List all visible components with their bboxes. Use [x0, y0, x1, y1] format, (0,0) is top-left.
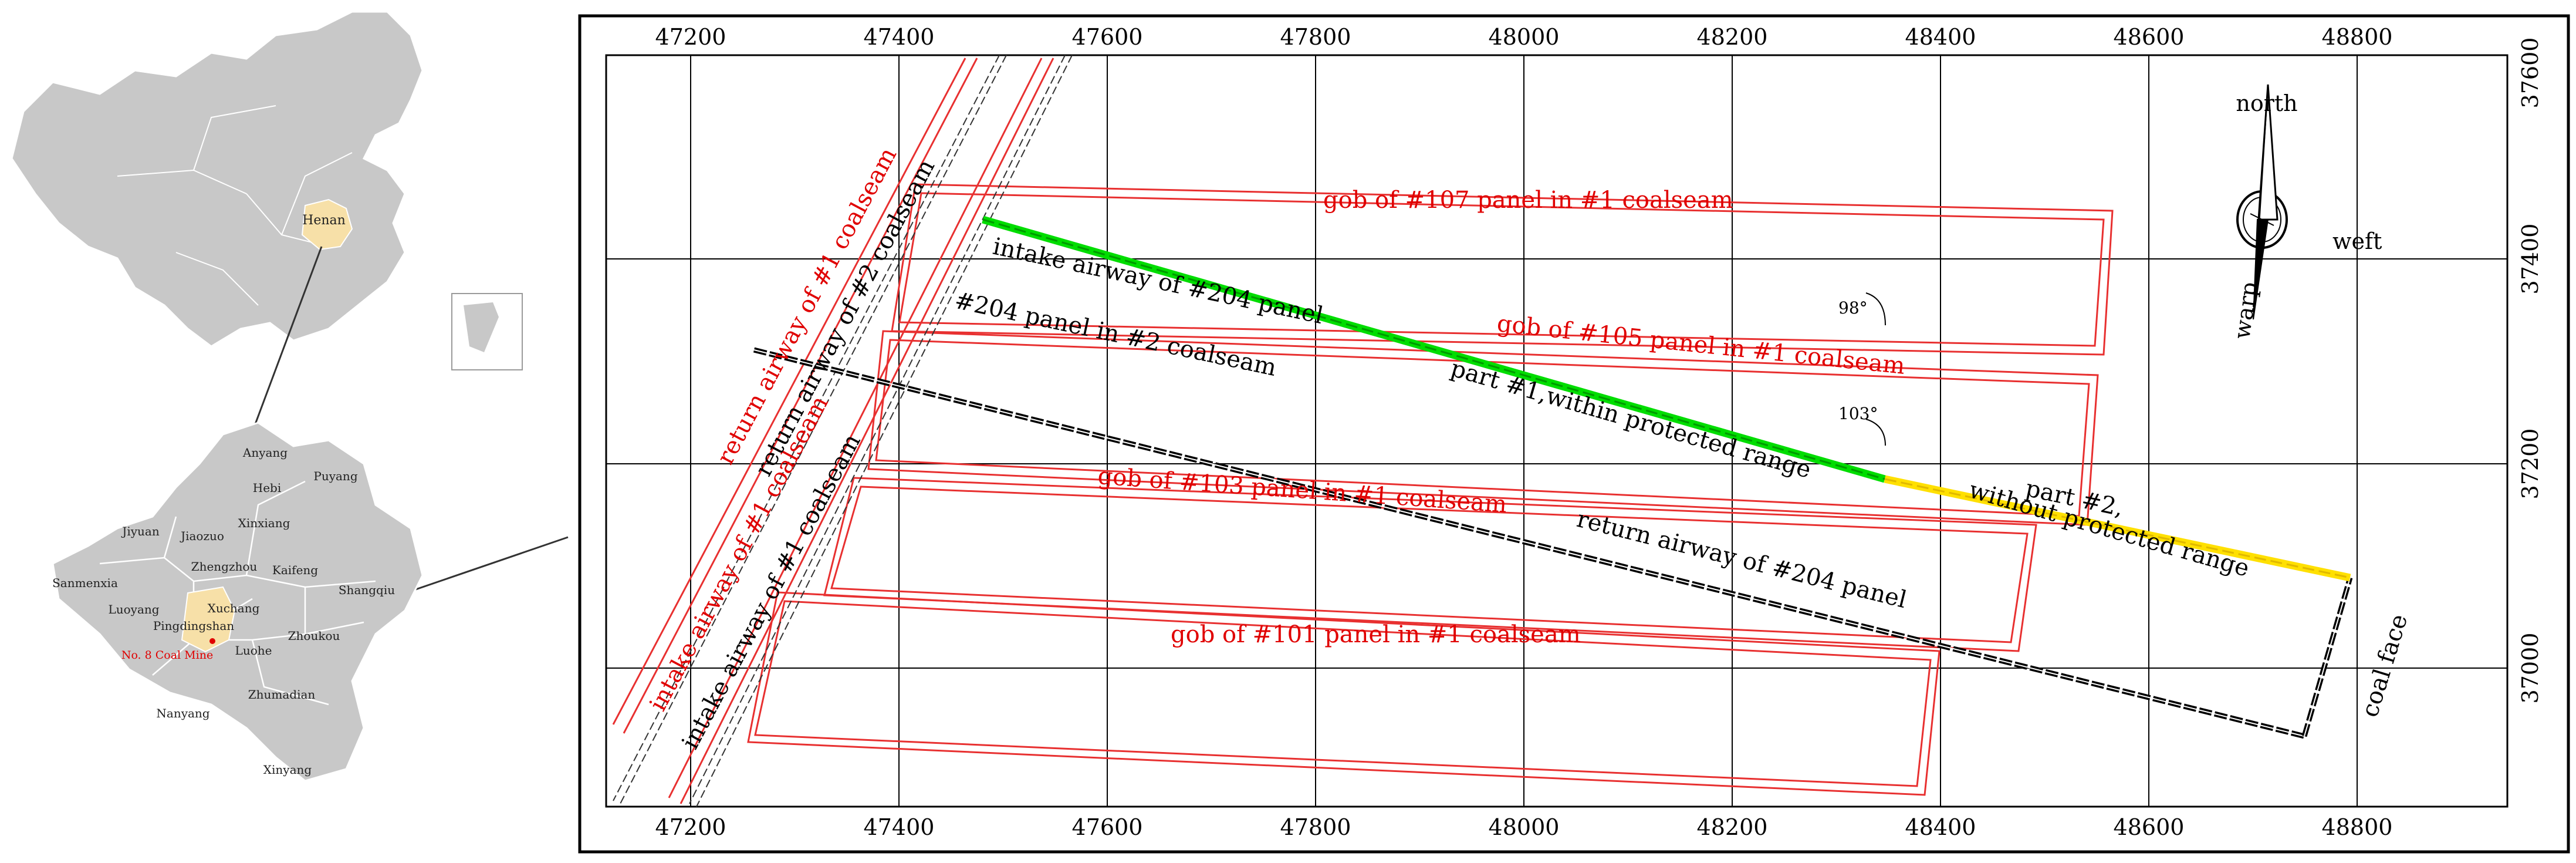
- city-label: Jiaozuo: [180, 529, 224, 543]
- country-map: Henan: [11, 11, 523, 370]
- x-tick-label: 48800: [2322, 814, 2393, 840]
- y-tick-label: 37400: [2517, 224, 2543, 295]
- city-label: Pingdingshan: [153, 619, 234, 633]
- city-label: Zhengzhou: [191, 559, 258, 574]
- city-label: Xinyang: [263, 763, 312, 777]
- intake-protected-segment-dash: [982, 218, 1885, 480]
- angle-arc-98: [1865, 292, 1886, 326]
- compass-north-label: north: [2236, 90, 2297, 116]
- mine-label: No. 8 Coal Mine: [121, 649, 213, 662]
- compass-axis: [2250, 213, 2274, 226]
- x-tick-label: 48600: [2114, 814, 2185, 840]
- angle-marks: [1865, 292, 1886, 446]
- city-label: Anyang: [242, 446, 288, 460]
- x-tick-label: 47400: [864, 24, 935, 50]
- city-label: Kaifeng: [272, 563, 318, 577]
- x-tick-label: 47800: [1280, 24, 1351, 50]
- mine-location-marker: [209, 638, 215, 644]
- gob-105-inner: [875, 339, 2090, 517]
- gob-panels: [612, 58, 2114, 804]
- city-label: Xuchang: [208, 601, 260, 615]
- plot-area: [605, 54, 2509, 808]
- x-tick-label: 47400: [864, 814, 935, 840]
- return-airway-204-inner: [753, 349, 2305, 737]
- grid: [606, 55, 2507, 807]
- y-tick-label: 37600: [2517, 38, 2543, 109]
- gob-101-inner: [754, 600, 1932, 787]
- x-ticks-top: 47200 47400 47600 47800 48000 48200 4840…: [655, 24, 2393, 50]
- dashed-airways: [613, 55, 1073, 807]
- gob-101-label: gob of #101 panel in #1 coalseam: [1171, 621, 1581, 648]
- mine-plan-map: 47200 47400 47600 47800 48000 48200 4840…: [578, 14, 2570, 854]
- henan-label: Henan: [302, 213, 346, 228]
- dashed-airway-line: [689, 55, 1066, 804]
- gob-103-inner: [830, 486, 2029, 643]
- city-label: Luohe: [235, 643, 272, 658]
- airway-corridor-line: [668, 58, 1043, 798]
- city-label: Luoyang: [108, 602, 159, 616]
- angle-arc-103: [1865, 419, 1886, 446]
- city-label: Sanmenxia: [52, 576, 118, 590]
- x-tick-label: 48200: [1697, 24, 1768, 50]
- pingdingshan-region: [181, 586, 236, 653]
- location-map-panel: Henan Anyang Hebi Puyang Jiyuan Jiaozuo …: [11, 11, 569, 782]
- airway-corridor-line: [623, 58, 978, 734]
- dashed-airway-line: [696, 55, 1073, 807]
- dashed-airway-line: [613, 55, 1000, 801]
- x-tick-label: 48800: [2322, 24, 2393, 50]
- country-outline: [11, 11, 424, 348]
- panel-204: [753, 215, 2353, 739]
- coal-face-line-inner: [2304, 577, 2351, 737]
- x-tick-label: 48400: [1905, 24, 1976, 50]
- x-tick-label: 47200: [655, 814, 726, 840]
- city-label: Xinxiang: [238, 516, 290, 530]
- x-tick-label: 47600: [1072, 24, 1143, 50]
- y-ticks-right: 37600 37400 37200 37000: [2517, 38, 2543, 704]
- y-tick-label: 37000: [2517, 633, 2543, 704]
- x-tick-label: 47800: [1280, 814, 1351, 840]
- x-tick-label: 47200: [655, 24, 726, 50]
- city-label: Puyang: [313, 469, 357, 483]
- x-tick-label: 48000: [1489, 814, 1560, 840]
- province-outline: [52, 422, 424, 782]
- x-ticks-bottom: 47200 47400 47600 47800 48000 48200 4840…: [655, 814, 2393, 840]
- x-tick-label: 48000: [1489, 24, 1560, 50]
- city-label: Nanyang: [156, 706, 209, 720]
- city-label: Zhumadian: [248, 687, 316, 702]
- gob-103-outline: [823, 477, 2037, 652]
- inset-island: [464, 302, 499, 352]
- x-tick-label: 47600: [1072, 814, 1143, 840]
- city-label: Jiyuan: [121, 524, 160, 538]
- gob-107-outline: [891, 183, 2114, 356]
- x-tick-label: 48400: [1905, 814, 1976, 840]
- angle-98-label: 98°: [1838, 298, 1868, 318]
- city-label: Shangqiu: [339, 583, 395, 597]
- angle-103-label: 103°: [1838, 404, 1878, 423]
- gob-107-label: gob of #107 panel in #1 coalseam: [1323, 187, 1733, 214]
- city-label: Hebi: [253, 481, 281, 495]
- province-lines: [117, 105, 353, 306]
- intake-unprotected-segment-dash: [1884, 478, 2351, 579]
- x-tick-label: 48600: [2114, 24, 2185, 50]
- compass: north weft warp: [2229, 84, 2382, 341]
- henan-region: [301, 198, 353, 251]
- province-map: Anyang Hebi Puyang Jiyuan Jiaozuo Xinxia…: [52, 422, 424, 782]
- map-frame: [578, 14, 2570, 854]
- airway-corridor-line: [680, 58, 1054, 804]
- gob-107-inner: [898, 192, 2105, 347]
- compass-axis: [2253, 84, 2269, 320]
- airway-corridor-line: [612, 58, 966, 725]
- city-label: Zhoukou: [288, 629, 340, 643]
- y-tick-label: 37200: [2517, 429, 2543, 500]
- gob-101-outline: [747, 591, 1941, 796]
- compass-weft-label: weft: [2332, 228, 2382, 254]
- x-tick-label: 48200: [1697, 814, 1768, 840]
